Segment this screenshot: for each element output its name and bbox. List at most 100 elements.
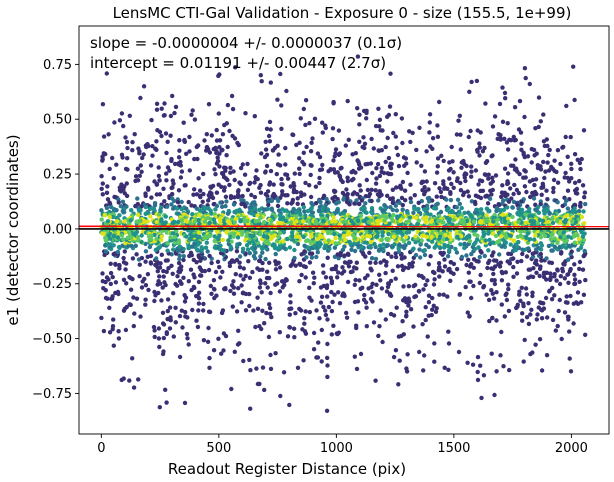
x-tick-label: 500 [206,441,231,456]
data-point [159,106,164,111]
data-point [469,169,474,174]
data-point [110,155,115,161]
data-point [278,393,283,399]
data-point [387,104,393,109]
data-point [212,167,217,172]
data-point [491,258,497,263]
data-point [157,212,162,218]
data-point [326,169,331,174]
data-point [548,275,553,280]
data-point [315,250,320,255]
data-point [355,106,360,111]
data-point [217,233,222,238]
data-point [565,206,571,211]
data-point [336,330,341,335]
data-point [505,121,510,126]
data-point [435,123,440,128]
data-point [357,183,362,188]
data-point [477,141,482,146]
data-point [325,317,330,322]
data-point [265,269,270,274]
data-point [148,253,154,259]
data-point [438,250,443,256]
data-point [448,260,453,265]
data-point [539,192,544,197]
data-point [293,263,298,268]
data-point [309,251,315,256]
data-point [237,341,242,346]
data-point [243,111,248,116]
data-point [471,283,476,289]
data-point [394,145,399,151]
data-point [235,194,241,200]
data-point [403,156,409,161]
data-point [354,323,359,328]
data-point [408,307,414,312]
data-point [276,234,281,240]
data-point [334,201,339,206]
data-point [410,130,415,136]
data-point [376,198,381,203]
data-point [283,162,288,167]
data-point [160,310,166,315]
data-point [301,358,306,363]
data-point [185,336,190,341]
data-point [251,308,256,313]
data-point [563,300,569,305]
data-point [531,147,537,153]
data-point [370,211,375,216]
data-point [292,335,297,340]
data-point [519,285,524,290]
data-point [400,319,405,324]
data-point [324,283,330,288]
data-point [368,266,373,271]
data-point [190,234,195,239]
data-point [171,198,177,204]
data-point [267,260,272,265]
data-point [321,270,326,275]
data-point [197,213,202,218]
data-point [154,236,159,242]
data-point [485,265,490,271]
data-point [345,175,350,180]
data-point [533,233,538,238]
data-point [436,261,442,266]
data-point [173,320,178,325]
data-point [226,218,231,224]
data-point [341,233,347,239]
data-point [363,201,368,206]
data-point [566,243,572,249]
data-point [416,288,422,294]
data-point [522,154,527,160]
data-point [467,314,472,319]
data-point [211,348,217,353]
data-point [377,173,383,179]
data-point [345,251,351,256]
data-point [382,218,387,223]
data-point [572,281,578,286]
data-point [430,307,435,312]
data-point [325,374,330,380]
data-point [138,314,143,319]
data-point [458,242,463,247]
data-point [331,323,336,328]
data-point [539,258,544,263]
data-point [238,165,244,171]
data-point [538,300,543,305]
data-point [538,119,543,124]
data-point [488,188,493,193]
data-point [539,368,545,373]
data-point [237,241,242,247]
data-point [545,143,550,149]
data-point [165,240,170,246]
data-point [399,116,405,121]
data-point [437,292,442,297]
data-point [239,201,244,207]
data-point [429,312,434,318]
data-point [119,233,125,238]
data-point [228,165,233,170]
data-point [525,231,531,236]
y-tick-label: 0.75 [43,58,72,73]
data-point [448,191,453,196]
data-point [177,138,182,143]
